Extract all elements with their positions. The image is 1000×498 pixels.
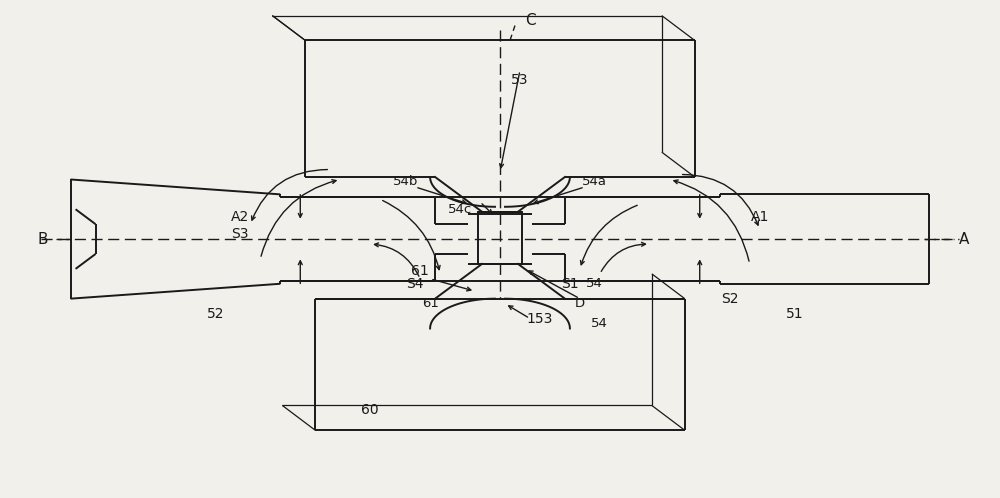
Text: S3: S3 [232,227,249,241]
Text: 54b: 54b [392,175,418,188]
Text: A1: A1 [750,210,769,224]
Text: 54: 54 [591,317,608,330]
Text: 51: 51 [786,307,803,321]
Text: C: C [525,13,535,28]
Text: B: B [37,232,48,247]
Text: A2: A2 [231,210,249,224]
Text: D: D [575,297,585,310]
Text: 60: 60 [361,403,379,417]
Text: 54c: 54c [448,203,472,216]
Text: 61: 61 [411,264,429,278]
Text: 53: 53 [511,73,529,87]
Text: 54: 54 [586,277,603,290]
Text: A: A [959,232,970,247]
Text: S2: S2 [721,292,738,306]
Text: S1: S1 [561,277,579,291]
Text: S4: S4 [406,277,424,291]
Text: 61: 61 [422,297,439,310]
Text: 54a: 54a [582,175,607,188]
Text: 153: 153 [527,312,553,326]
Text: 52: 52 [207,307,224,321]
